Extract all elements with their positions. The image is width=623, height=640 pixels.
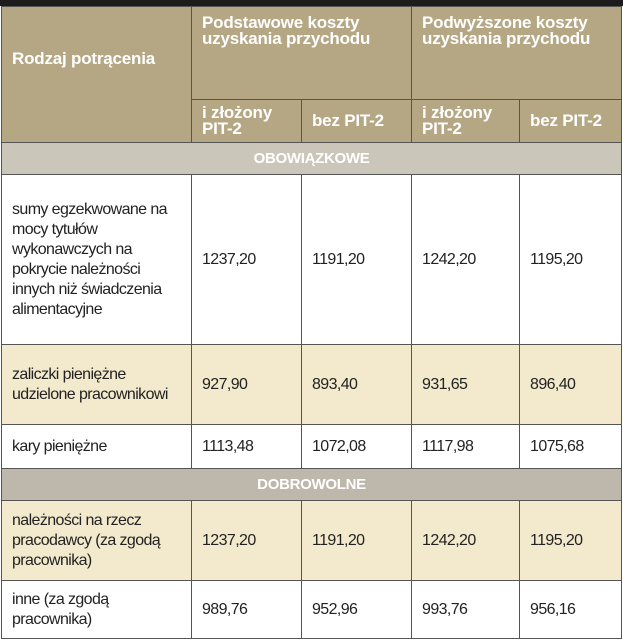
value-cell: 927,90	[191, 344, 302, 425]
value-cell: 1075,68	[519, 424, 623, 469]
value-cell: 1195,20	[519, 174, 623, 345]
value-cell: 931,65	[411, 344, 521, 425]
row-label: inne (za zgodą pracownika)	[1, 580, 192, 639]
value-cell: 1237,20	[191, 174, 302, 345]
value-cell: 956,16	[519, 580, 623, 639]
deductions-table: Rodzaj potrącenia Podstawowe koszty uzys…	[0, 6, 623, 639]
top-bar	[0, 0, 623, 6]
value-cell: 1117,98	[411, 424, 521, 469]
header-group-increased: Podwyższone koszty uzyskania przychodu	[411, 6, 623, 100]
value-cell: 1191,20	[300, 174, 413, 345]
value-cell: 989,76	[191, 580, 302, 639]
section-title: DOBROWOLNE	[0, 468, 623, 501]
subheader-row: i złożony PIT-2 bez PIT-2 i złożony PIT-…	[2, 99, 623, 143]
table-row: sumy egzekwowane na mocy tytułów wykonaw…	[1, 174, 623, 345]
value-cell: 1191,20	[300, 500, 413, 581]
value-cell: 952,96	[300, 580, 413, 639]
value-cell: 1195,20	[519, 500, 623, 581]
value-cell: 1242,20	[411, 174, 521, 345]
header-row: Rodzaj potrącenia Podstawowe koszty uzys…	[1, 6, 623, 143]
row-label: sumy egzekwowane na mocy tytułów wykonaw…	[1, 174, 192, 345]
value-cell: 1113,48	[191, 424, 302, 469]
value-cell: 893,40	[300, 344, 413, 425]
table-row: zaliczki pieniężne udzielone pracownikow…	[1, 344, 623, 425]
value-cell: 1237,20	[191, 500, 302, 581]
header-row-type: Rodzaj potrącenia	[1, 6, 192, 143]
value-cell: 1242,20	[411, 500, 521, 581]
section-band: OBOWIĄZKOWE	[0, 142, 623, 175]
row-label: kary pieniężne	[1, 424, 192, 469]
section-title: OBOWIĄZKOWE	[0, 142, 623, 175]
row-label: należności na rzecz pracodawcy (za zgodą…	[1, 500, 192, 581]
value-cell: 896,40	[519, 344, 623, 425]
value-cell: 1072,08	[300, 424, 413, 469]
table-row: należności na rzecz pracodawcy (za zgodą…	[1, 500, 623, 581]
value-cell: 993,76	[411, 580, 521, 639]
table-row: kary pieniężne 1113,48 1072,08 1117,98 1…	[1, 424, 623, 469]
table-row: inne (za zgodą pracownika) 989,76 952,96…	[1, 580, 623, 639]
subheader-cell: i złożony PIT-2	[191, 99, 302, 143]
subheader-cell: i złożony PIT-2	[411, 99, 521, 143]
section-band: DOBROWOLNE	[0, 468, 623, 501]
subheader-cell: bez PIT-2	[300, 99, 413, 143]
subheader-cell: bez PIT-2	[519, 99, 623, 143]
row-label: zaliczki pieniężne udzielone pracownikow…	[1, 344, 192, 425]
header-group-basic: Podstawowe koszty uzyskania przychodu	[190, 6, 413, 100]
